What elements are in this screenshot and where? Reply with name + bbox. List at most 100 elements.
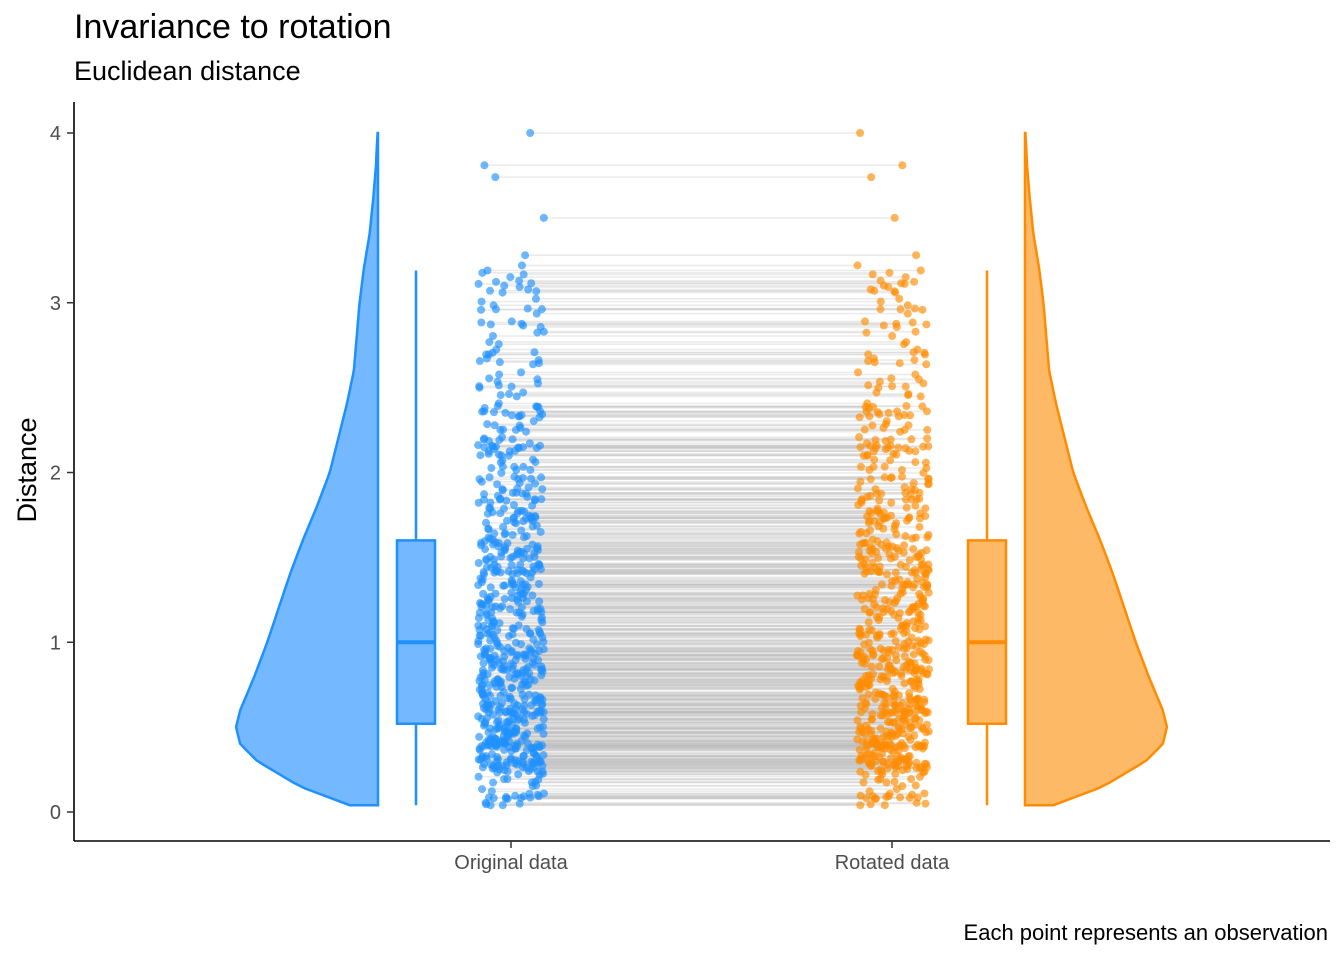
point-rotated xyxy=(908,318,917,327)
point-original xyxy=(507,382,516,391)
point-original xyxy=(512,392,521,401)
point-original xyxy=(474,712,483,721)
point-rotated xyxy=(880,473,889,482)
box-rotated-box xyxy=(966,539,1008,725)
point-original xyxy=(532,309,541,318)
point-rotated xyxy=(864,690,873,699)
point-original xyxy=(536,527,545,536)
point-rotated xyxy=(921,504,930,513)
point-rotated xyxy=(903,301,912,310)
point-original xyxy=(514,621,523,630)
point-rotated xyxy=(906,411,915,420)
point-rotated xyxy=(891,568,900,577)
y-tick-label: 0 xyxy=(50,802,61,824)
point-original xyxy=(512,488,521,497)
point-original xyxy=(508,435,517,444)
point-rotated xyxy=(882,676,891,685)
point-original xyxy=(528,501,537,510)
point-rotated xyxy=(867,674,876,683)
point-original xyxy=(534,758,543,767)
point-original xyxy=(533,790,542,799)
point-original xyxy=(501,529,510,538)
point-original xyxy=(524,483,533,492)
point-original xyxy=(506,273,515,282)
point-original xyxy=(539,722,548,731)
point-original xyxy=(498,801,507,810)
point-original xyxy=(491,173,500,182)
point-original xyxy=(514,443,523,452)
point-original xyxy=(513,569,522,578)
point-original xyxy=(522,681,531,690)
point-original xyxy=(506,605,515,614)
point-rotated xyxy=(910,304,919,313)
point-original xyxy=(529,417,538,426)
point-rotated xyxy=(856,791,865,800)
y-axis-title-group: Distance xyxy=(12,417,42,522)
point-rotated xyxy=(912,758,921,767)
point-rotated xyxy=(859,655,868,664)
point-original xyxy=(523,729,532,738)
point-original xyxy=(514,770,523,779)
point-rotated xyxy=(862,328,871,337)
point-original xyxy=(528,516,537,525)
point-original xyxy=(537,495,546,504)
point-original xyxy=(534,625,543,634)
point-original xyxy=(496,509,505,518)
point-rotated xyxy=(904,637,913,646)
point-original xyxy=(495,765,504,774)
point-original xyxy=(512,711,521,720)
point-original xyxy=(519,715,528,724)
point-original xyxy=(529,360,538,369)
point-original xyxy=(507,747,516,756)
point-rotated xyxy=(879,608,888,617)
point-original xyxy=(482,518,491,527)
point-rotated xyxy=(909,650,918,659)
point-rotated xyxy=(877,580,886,589)
point-rotated xyxy=(910,579,919,588)
point-rotated xyxy=(897,671,906,680)
point-original xyxy=(524,285,533,294)
point-original xyxy=(529,455,538,464)
x-tick-label-original: Original data xyxy=(454,852,568,874)
point-original xyxy=(480,434,489,443)
point-rotated xyxy=(891,769,900,778)
point-original xyxy=(498,456,507,465)
point-rotated xyxy=(902,660,911,669)
point-rotated xyxy=(901,382,910,391)
point-rotated xyxy=(887,581,896,590)
point-original xyxy=(478,785,487,794)
point-rotated xyxy=(862,700,871,709)
point-rotated xyxy=(899,548,908,557)
point-rotated xyxy=(864,381,873,390)
point-original xyxy=(507,684,516,693)
point-rotated xyxy=(920,602,929,611)
point-rotated xyxy=(865,516,874,525)
point-rotated xyxy=(891,597,900,606)
point-original xyxy=(485,338,494,347)
point-rotated xyxy=(867,715,876,724)
point-rotated xyxy=(887,473,896,482)
point-rotated xyxy=(895,701,904,710)
point-original xyxy=(538,700,547,709)
point-original xyxy=(518,580,527,589)
point-rotated xyxy=(874,383,883,392)
point-original xyxy=(536,604,545,613)
point-rotated xyxy=(869,402,878,411)
point-original xyxy=(528,522,537,531)
point-rotated xyxy=(920,651,929,660)
point-rotated xyxy=(890,667,899,676)
point-original xyxy=(474,498,483,507)
point-rotated xyxy=(858,595,867,604)
point-original xyxy=(536,441,545,450)
point-rotated xyxy=(916,266,925,275)
point-rotated xyxy=(885,661,894,670)
point-rotated xyxy=(915,522,924,531)
point-rotated xyxy=(868,559,877,568)
point-original xyxy=(474,279,483,288)
point-original xyxy=(520,590,529,599)
point-original xyxy=(486,583,495,592)
point-rotated xyxy=(891,651,900,660)
point-original xyxy=(508,630,517,639)
point-original xyxy=(489,301,498,310)
point-original xyxy=(532,287,541,296)
